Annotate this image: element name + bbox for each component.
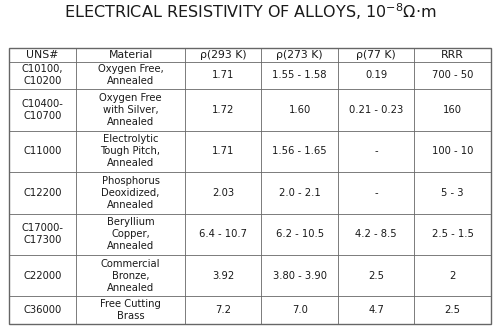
Text: Oxygen Free
with Silver,
Annealed: Oxygen Free with Silver, Annealed	[99, 93, 162, 127]
Text: Commercial
Bronze,
Annealed: Commercial Bronze, Annealed	[101, 259, 160, 293]
Text: C10400-
C10700: C10400- C10700	[22, 99, 64, 121]
Text: ρ(273 K): ρ(273 K)	[276, 50, 323, 60]
Text: C11000: C11000	[24, 147, 62, 156]
Text: 6.2 - 10.5: 6.2 - 10.5	[276, 229, 324, 239]
Text: C12200: C12200	[24, 188, 62, 198]
Text: 100 - 10: 100 - 10	[432, 147, 474, 156]
Text: 5 - 3: 5 - 3	[442, 188, 464, 198]
Bar	[9, 48, 491, 324]
Text: 3.80 - 3.90: 3.80 - 3.90	[272, 271, 326, 281]
Text: 700 - 50: 700 - 50	[432, 71, 474, 81]
Text: Beryllium
Copper,
Annealed: Beryllium Copper, Annealed	[106, 217, 154, 251]
Text: 1.72: 1.72	[212, 105, 234, 115]
Text: C36000: C36000	[24, 305, 62, 315]
Text: 2.5: 2.5	[368, 271, 384, 281]
Text: Oxygen Free,
Annealed: Oxygen Free, Annealed	[98, 64, 164, 86]
Text: 1.60: 1.60	[288, 105, 311, 115]
Text: 7.2: 7.2	[215, 305, 231, 315]
Text: 2.03: 2.03	[212, 188, 234, 198]
Text: 1.71: 1.71	[212, 147, 234, 156]
Text: ELECTRICAL RESISTIVITY OF ALLOYS, 10$^{-8}$$\Omega$$\cdot$m: ELECTRICAL RESISTIVITY OF ALLOYS, 10$^{-…	[64, 1, 436, 22]
Text: 7.0: 7.0	[292, 305, 308, 315]
Text: 2.5: 2.5	[444, 305, 460, 315]
Text: 1.71: 1.71	[212, 71, 234, 81]
Text: 4.2 - 8.5: 4.2 - 8.5	[356, 229, 397, 239]
Text: RRR: RRR	[442, 50, 464, 60]
Text: C22000: C22000	[24, 271, 62, 281]
Text: 0.21 - 0.23: 0.21 - 0.23	[349, 105, 404, 115]
Text: C17000-
C17300: C17000- C17300	[22, 223, 64, 245]
Text: Electrolytic
Tough Pitch,
Annealed: Electrolytic Tough Pitch, Annealed	[100, 134, 160, 168]
Text: 2.5 - 1.5: 2.5 - 1.5	[432, 229, 474, 239]
Text: 2.0 - 2.1: 2.0 - 2.1	[279, 188, 320, 198]
Text: Phosphorus
Deoxidized,
Annealed: Phosphorus Deoxidized, Annealed	[102, 176, 160, 210]
Text: 1.55 - 1.58: 1.55 - 1.58	[272, 71, 327, 81]
Text: 160: 160	[443, 105, 462, 115]
Text: -: -	[374, 188, 378, 198]
Text: 3.92: 3.92	[212, 271, 234, 281]
Text: ρ(293 K): ρ(293 K)	[200, 50, 246, 60]
Text: UNS#: UNS#	[26, 50, 59, 60]
Text: C10100,
C10200: C10100, C10200	[22, 64, 64, 86]
Text: 6.4 - 10.7: 6.4 - 10.7	[199, 229, 247, 239]
Text: -: -	[374, 147, 378, 156]
Text: 4.7: 4.7	[368, 305, 384, 315]
Text: Free Cutting
Brass: Free Cutting Brass	[100, 299, 161, 321]
Text: 0.19: 0.19	[365, 71, 388, 81]
Text: 1.56 - 1.65: 1.56 - 1.65	[272, 147, 327, 156]
Text: ρ(77 K): ρ(77 K)	[356, 50, 396, 60]
Text: 2: 2	[450, 271, 456, 281]
Text: Material: Material	[108, 50, 152, 60]
